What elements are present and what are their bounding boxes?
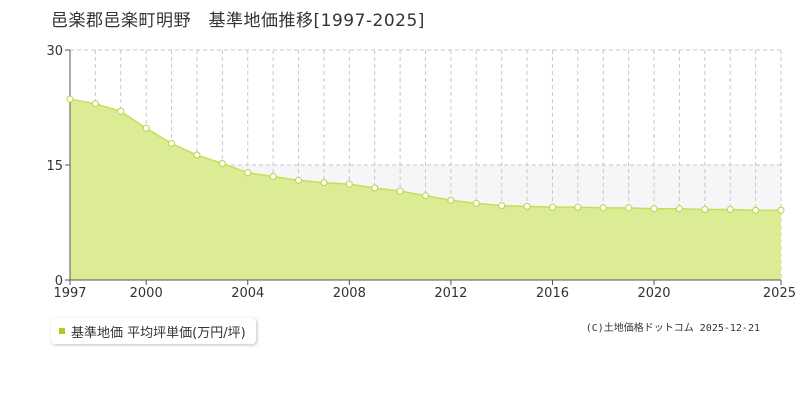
- data-point: [142, 124, 150, 132]
- copyright-credit: (C)土地価格ドットコム 2025-12-21: [585, 323, 760, 334]
- data-point: [498, 202, 506, 210]
- marker-layer: [66, 95, 785, 214]
- price-area: [70, 99, 781, 280]
- legend-marker: [59, 328, 65, 334]
- data-point: [422, 192, 429, 200]
- data-point: [548, 203, 556, 211]
- x-tick-label: 2000: [130, 286, 163, 301]
- x-tick-label: 1997: [53, 286, 86, 301]
- x-tick-label: 2020: [637, 286, 670, 301]
- data-point: [625, 204, 633, 212]
- data-point: [244, 169, 252, 177]
- data-point: [295, 176, 303, 184]
- axis-layer: [65, 49, 782, 285]
- data-point: [66, 95, 74, 103]
- data-point: [447, 196, 455, 204]
- data-point: [168, 140, 176, 148]
- data-point: [752, 206, 760, 214]
- chart-title: 邑楽郡邑楽町明野 基準地価推移[1997-2025]: [51, 11, 425, 31]
- x-tick-label: 2008: [333, 286, 366, 301]
- data-point: [777, 206, 785, 214]
- data-point: [650, 205, 658, 213]
- x-tick-label: 2004: [231, 286, 264, 301]
- data-point: [320, 179, 328, 187]
- data-point: [472, 199, 480, 207]
- data-point: [523, 202, 531, 210]
- data-point: [117, 107, 125, 115]
- data-point: [396, 187, 404, 195]
- data-point: [371, 184, 379, 192]
- data-point: [599, 204, 607, 212]
- data-point: [675, 205, 683, 213]
- data-point: [193, 151, 201, 159]
- legend: 基準地価 平均坪単価(万円/坪): [51, 318, 256, 344]
- x-tick-label: 2025: [763, 286, 796, 301]
- data-point: [269, 173, 277, 180]
- data-point: [218, 159, 226, 167]
- legend-label: 基準地価 平均坪単価(万円/坪): [71, 325, 246, 341]
- y-tick-label: 15: [46, 159, 63, 174]
- data-point: [574, 203, 582, 211]
- data-point: [726, 205, 734, 213]
- data-point: [345, 180, 353, 188]
- label-layer: 0 15 30 1997 2000 2004 2008 2012 2016 2020 2025: [46, 44, 796, 301]
- x-tick-label: 2016: [536, 286, 569, 301]
- y-tick-label: 0: [55, 274, 63, 289]
- data-point: [91, 100, 99, 108]
- y-tick-label: 30: [46, 44, 63, 59]
- x-tick-label: 2012: [434, 286, 467, 301]
- data-point: [701, 205, 709, 213]
